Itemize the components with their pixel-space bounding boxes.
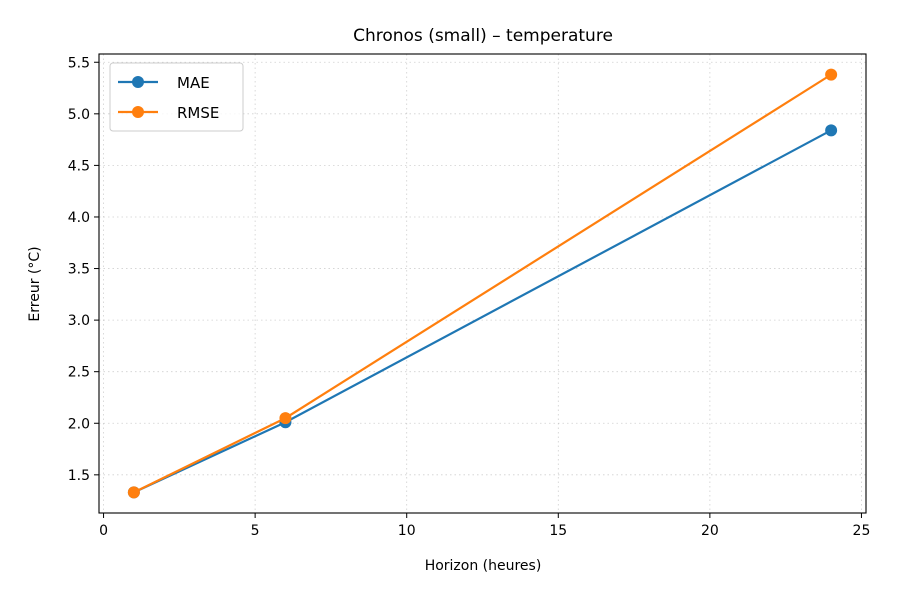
x-axis-label: Horizon (heures)	[425, 558, 542, 574]
y-tick-label: 2.5	[68, 365, 90, 381]
chart-title: Chronos (small) – temperature	[353, 26, 613, 46]
x-tick-label: 25	[853, 523, 871, 539]
y-tick-label: 1.5	[68, 468, 90, 484]
y-tick-label: 3.5	[68, 262, 90, 278]
legend-marker-mae	[132, 76, 144, 88]
y-tick-label: 2.0	[68, 416, 90, 432]
y-tick-label: 5.5	[68, 55, 90, 71]
legend-label-mae: MAE	[177, 74, 210, 92]
axes-frame	[98, 53, 867, 514]
data-point-rmse	[825, 68, 838, 81]
data-point-rmse	[279, 412, 292, 425]
legend: MAE RMSE	[109, 62, 244, 132]
y-tick-label: 4.0	[68, 210, 90, 226]
data-point-rmse	[127, 486, 140, 499]
ticks: 0 5 10 15 20 25 1.5 2.0 2.5 3.0 3.5 4.0 4.5 5.0 5.5	[68, 55, 871, 539]
y-tick-label: 4.5	[68, 158, 90, 174]
x-tick-label: 5	[251, 523, 260, 539]
y-tick-label: 5.0	[68, 107, 90, 123]
x-tick-label: 0	[99, 523, 108, 539]
grid	[99, 54, 866, 513]
data-point-mae	[825, 124, 838, 137]
legend-marker-rmse	[132, 106, 144, 118]
y-axis-label: Erreur (°C)	[27, 246, 43, 321]
y-tick-label: 3.0	[68, 313, 90, 329]
legend-label-rmse: RMSE	[177, 104, 219, 122]
x-tick-label: 10	[398, 523, 416, 539]
x-tick-label: 15	[549, 523, 567, 539]
x-tick-label: 20	[701, 523, 719, 539]
series-group	[127, 68, 838, 499]
